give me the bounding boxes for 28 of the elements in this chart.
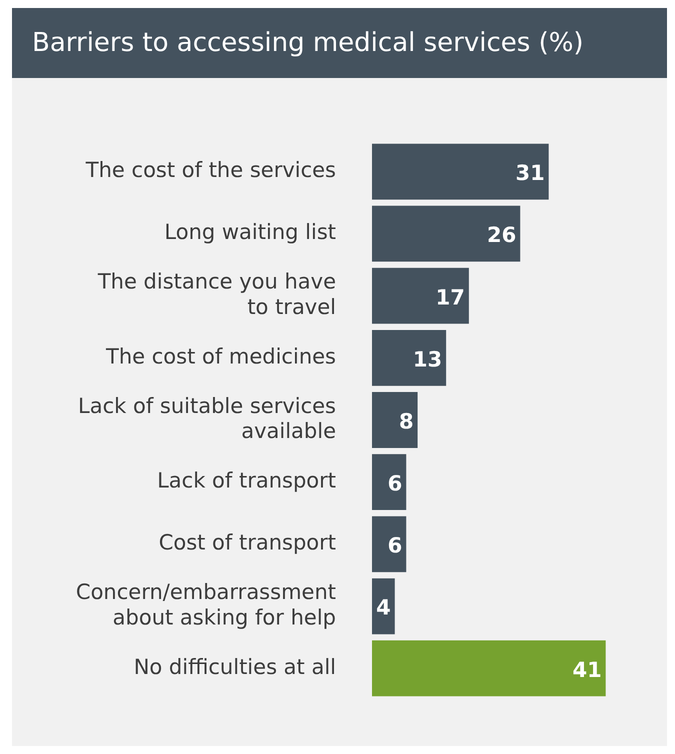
data-label: 41 xyxy=(572,658,602,682)
y-tick-label: The cost of medicines xyxy=(105,344,336,368)
bar xyxy=(372,144,549,200)
y-tick-label: Concern/embarrassment about asking for help xyxy=(76,580,336,630)
y-tick-label: Lack of transport xyxy=(157,468,336,493)
y-tick-label: Long waiting list xyxy=(164,220,336,244)
data-label: 8 xyxy=(398,409,414,434)
bar xyxy=(372,640,606,696)
bar xyxy=(372,330,446,386)
bar xyxy=(372,516,406,572)
bar xyxy=(372,392,418,448)
chart-title: Barriers to accessing medical services (%) xyxy=(12,8,667,78)
data-label: 31 xyxy=(515,161,545,186)
data-label: 13 xyxy=(412,347,442,372)
data-label: 6 xyxy=(388,472,402,496)
data-label: 17 xyxy=(436,285,465,310)
bar xyxy=(372,578,395,634)
bar xyxy=(372,268,469,324)
y-tick-label: Cost of transport xyxy=(158,530,336,555)
y-tick-label: Lack of suitable services available xyxy=(78,394,336,444)
data-label: 26 xyxy=(486,223,516,248)
y-tick-label: The cost of the services xyxy=(84,158,336,182)
y-tick-label: The distance you have to travel xyxy=(96,270,336,319)
bar xyxy=(372,206,520,262)
data-label: 6 xyxy=(388,534,402,558)
y-tick-label: No difficulties at all xyxy=(134,654,336,679)
data-label: 4 xyxy=(376,596,391,620)
bar xyxy=(372,454,406,510)
